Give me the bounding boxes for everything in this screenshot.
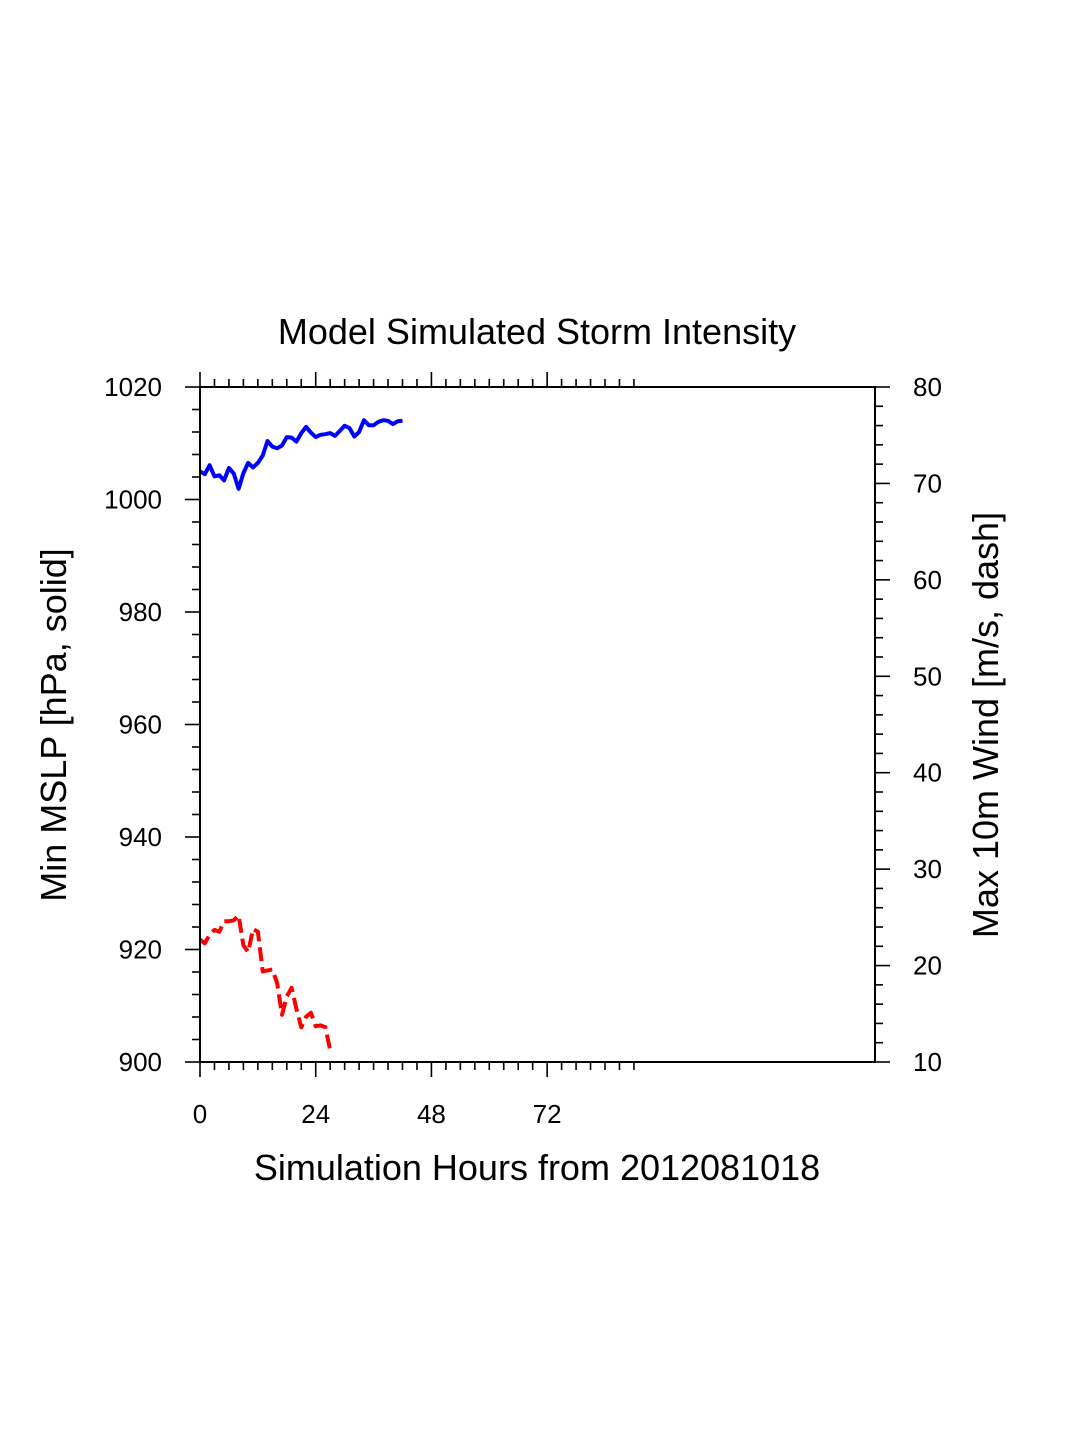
y-axis-label-left: Min MSLP [hPa, solid] [33,548,74,902]
chart-title: Model Simulated Storm Intensity [278,311,796,352]
y-left-tick-label: 900 [119,1047,162,1077]
y-left-tick-label: 1020 [104,372,162,402]
y-right-tick-label: 70 [913,468,942,498]
y-left-tick-label: 960 [119,710,162,740]
tick-labels: 0 24 48 72900920940960980100010201020304050… [104,372,942,1129]
y-left-tick-label: 980 [119,597,162,627]
y-left-tick-label: 1000 [104,485,162,515]
y-left-tick-label: 920 [119,935,162,965]
y-left-tick-label: 940 [119,822,162,852]
y-right-tick-label: 10 [913,1047,942,1077]
mslp-series-line [198,418,403,491]
x-tick-label: 48 [417,1099,446,1129]
y-right-tick-label: 80 [913,372,942,402]
series-lines [198,418,403,1051]
plot-frame [199,386,876,1063]
x-tick-label: 0 [193,1099,207,1129]
y-right-tick-label: 40 [913,758,942,788]
tick-marks [185,372,890,1077]
y-right-tick-label: 20 [913,951,942,981]
x-tick-label: 72 [533,1099,562,1129]
wind-series-line [198,913,333,1051]
y-axis-label-right: Max 10m Wind [m/s, dash] [965,512,1006,938]
y-right-tick-label: 30 [913,854,942,884]
x-tick-label: 24 [301,1099,330,1129]
y-right-tick-label: 50 [913,661,942,691]
x-axis-label: Simulation Hours from 2012081018 [254,1147,820,1188]
y-right-tick-label: 60 [913,565,942,595]
